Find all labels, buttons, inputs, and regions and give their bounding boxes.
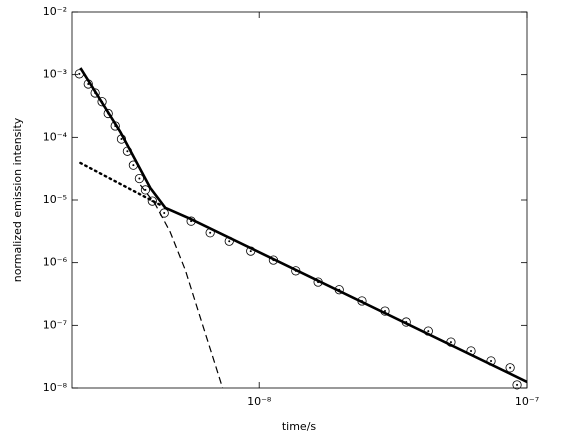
- y-axis-label: normalized emission intensity: [11, 117, 24, 282]
- marker-dot: [427, 330, 430, 333]
- data-point: [140, 185, 151, 195]
- marker-dot: [120, 138, 123, 141]
- marker-dot: [144, 188, 147, 191]
- marker-ring: [90, 88, 100, 98]
- marker-dot: [132, 164, 135, 167]
- y-tick-label: 10⁻²: [43, 5, 67, 18]
- data-point: [512, 380, 522, 390]
- marker-dot: [138, 177, 141, 180]
- marker-ring: [512, 380, 522, 390]
- data-point: [505, 363, 515, 373]
- y-tick-label: 10⁻³: [43, 68, 67, 81]
- marker-ring: [103, 108, 113, 119]
- x-tick-label: 10⁻⁸: [247, 395, 272, 408]
- y-tick-label: 10⁻⁷: [43, 318, 67, 331]
- marker-dot: [516, 383, 519, 386]
- marker-ring: [147, 196, 157, 206]
- data-point: [134, 173, 144, 184]
- marker-dot: [126, 150, 129, 153]
- y-tick-label: 10⁻⁵: [43, 193, 67, 206]
- marker-dot: [509, 366, 512, 369]
- marker-dot: [449, 341, 452, 344]
- marker-dot: [249, 250, 252, 253]
- marker-dot: [78, 72, 81, 75]
- x-axis-label: time/s: [282, 420, 317, 433]
- y-tick-label: 10⁻⁸: [43, 381, 68, 394]
- marker-ring: [505, 363, 515, 373]
- plot-frame: [71, 11, 528, 389]
- marker-ring: [134, 173, 144, 184]
- marker-dot: [490, 359, 493, 362]
- marker-dot: [163, 212, 166, 215]
- marker-ring: [140, 185, 151, 195]
- marker-dot: [209, 231, 212, 234]
- fit-line: [79, 161, 162, 207]
- y-tick-label: 10⁻⁴: [43, 130, 68, 143]
- marker-ring: [97, 97, 107, 107]
- x-tick-label: 10⁻⁷: [515, 395, 539, 408]
- marker-dot: [228, 240, 231, 243]
- fit-line: [139, 184, 224, 389]
- marker-dot: [470, 349, 473, 352]
- y-tick-label: 10⁻⁶: [43, 256, 68, 269]
- fit-line: [79, 67, 528, 384]
